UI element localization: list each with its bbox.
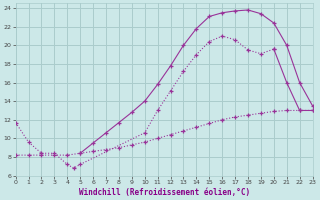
X-axis label: Windchill (Refroidissement éolien,°C): Windchill (Refroidissement éolien,°C) — [78, 188, 250, 197]
